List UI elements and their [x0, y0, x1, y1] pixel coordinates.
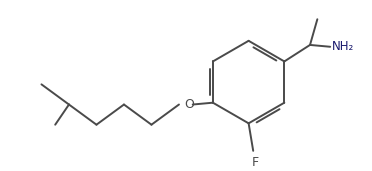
Text: NH₂: NH₂ — [332, 40, 354, 53]
Text: F: F — [251, 156, 259, 169]
Text: O: O — [184, 98, 194, 111]
